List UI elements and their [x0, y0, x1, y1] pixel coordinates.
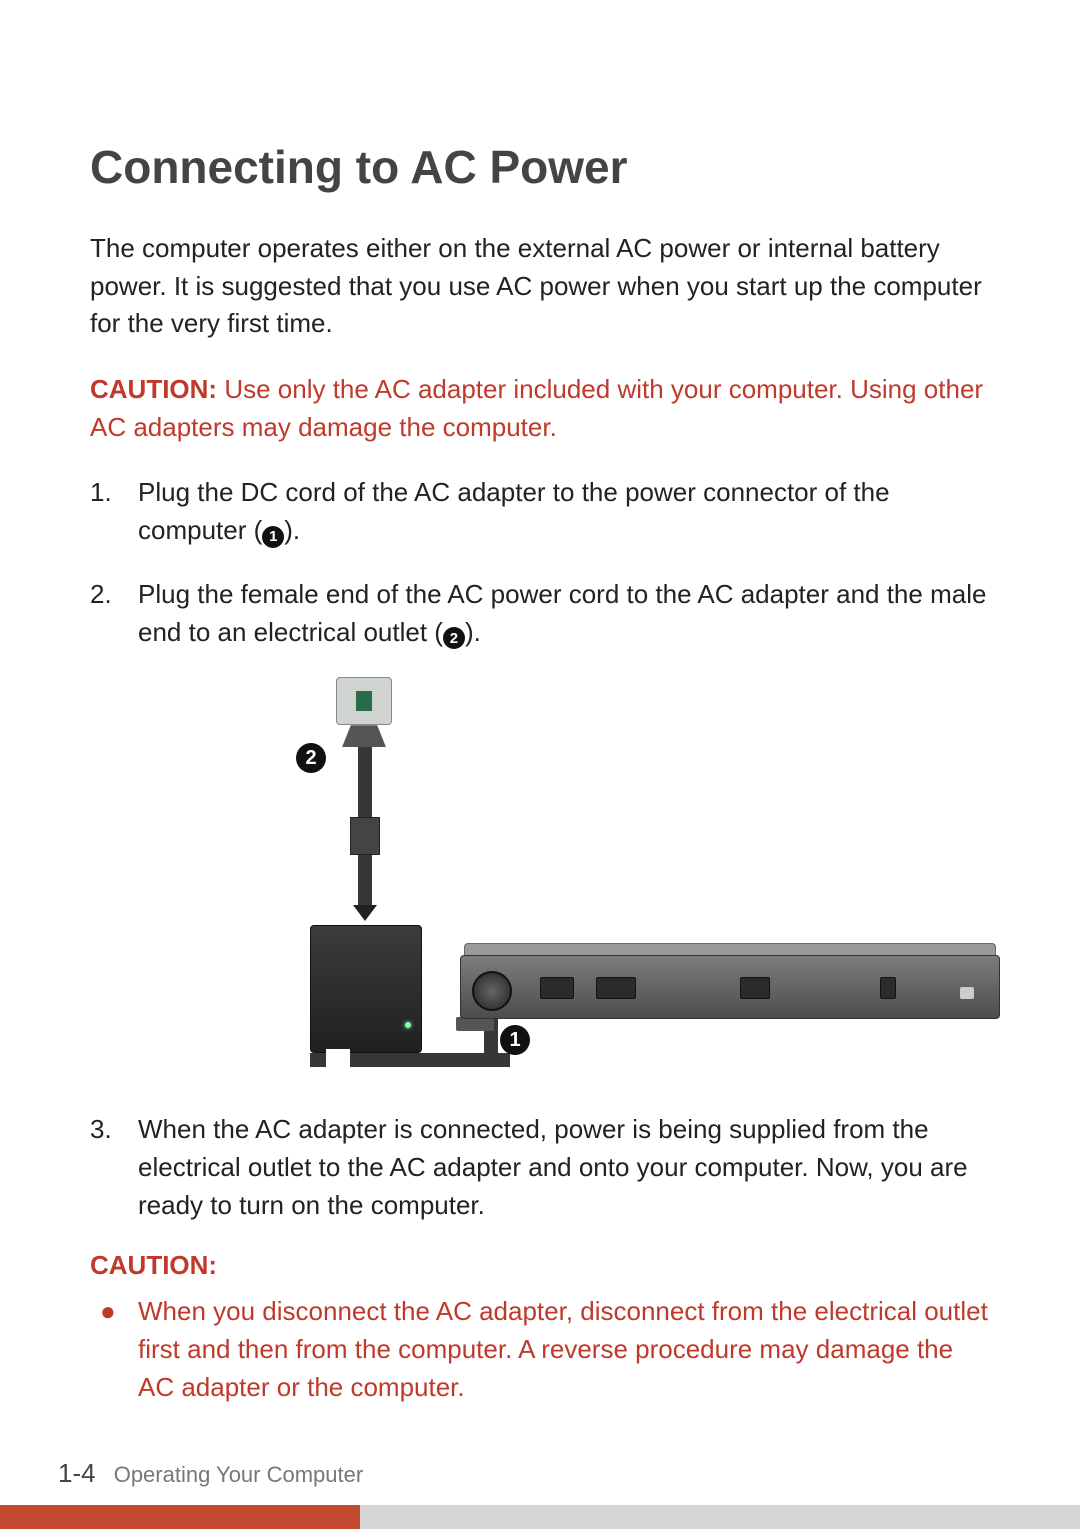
laptop-port-icon	[880, 977, 896, 999]
step-text: Plug the female end of the AC power cord…	[138, 576, 990, 651]
bullet-text: When you disconnect the AC adapter, disc…	[138, 1293, 990, 1406]
figure-container: 2 1	[180, 677, 990, 1077]
plug-prong-icon	[342, 725, 386, 747]
bullet-icon: ●	[90, 1293, 138, 1406]
caution-bullet: ● When you disconnect the AC adapter, di…	[90, 1293, 990, 1406]
marker-2-icon: 2	[443, 627, 465, 649]
power-port-icon	[472, 971, 512, 1011]
step-text: When the AC adapter is connected, power …	[138, 1111, 990, 1224]
ac-adapter-figure: 2 1	[180, 677, 910, 1077]
step-1: 1. Plug the DC cord of the AC adapter to…	[90, 474, 990, 549]
cord-connector-icon	[350, 817, 380, 855]
page-footer: 1-4 Operating Your Computer	[0, 1451, 1080, 1529]
step-number: 3.	[90, 1111, 138, 1224]
caution-text: Use only the AC adapter included with yo…	[90, 374, 983, 442]
footer-text: 1-4 Operating Your Computer	[58, 1458, 363, 1489]
footer-accent-bar	[0, 1505, 360, 1529]
laptop-port-icon	[540, 977, 574, 999]
marker-1-icon: 1	[262, 526, 284, 548]
caution-inline: CAUTION: Use only the AC adapter include…	[90, 371, 990, 446]
step-number: 2.	[90, 576, 138, 651]
section-name: Operating Your Computer	[114, 1462, 364, 1487]
plug-arrow-icon	[356, 691, 372, 711]
figure-label-2-icon: 2	[296, 743, 326, 773]
step-3: 3. When the AC adapter is connected, pow…	[90, 1111, 990, 1224]
lock-icon	[960, 987, 974, 999]
cord-icon	[358, 747, 372, 817]
adapter-brick-icon	[310, 925, 422, 1053]
step-number: 1.	[90, 474, 138, 549]
caution-label: CAUTION:	[90, 374, 217, 404]
step-list: 1. Plug the DC cord of the AC adapter to…	[90, 474, 990, 651]
step-2: 2. Plug the female end of the AC power c…	[90, 576, 990, 651]
laptop-port-icon	[596, 977, 636, 999]
dc-plug-icon	[456, 1017, 494, 1031]
caution-heading: CAUTION:	[90, 1250, 990, 1281]
caution-bullet-list: ● When you disconnect the AC adapter, di…	[90, 1293, 990, 1406]
page-number: 1-4	[58, 1458, 96, 1488]
step-list-continued: 3. When the AC adapter is connected, pow…	[90, 1111, 990, 1224]
laptop-port-icon	[740, 977, 770, 999]
step-text: Plug the DC cord of the AC adapter to th…	[138, 474, 990, 549]
figure-label-1-icon: 1	[500, 1025, 530, 1055]
intro-paragraph: The computer operates either on the exte…	[90, 230, 990, 343]
footer-grey-bar	[360, 1505, 1080, 1529]
arrow-down-icon	[353, 905, 377, 921]
page-content: Connecting to AC Power The computer oper…	[0, 0, 1080, 1406]
led-icon	[405, 1022, 411, 1028]
cord-break-icon	[326, 1049, 350, 1071]
page-title: Connecting to AC Power	[90, 140, 990, 194]
cord-icon	[358, 855, 372, 905]
